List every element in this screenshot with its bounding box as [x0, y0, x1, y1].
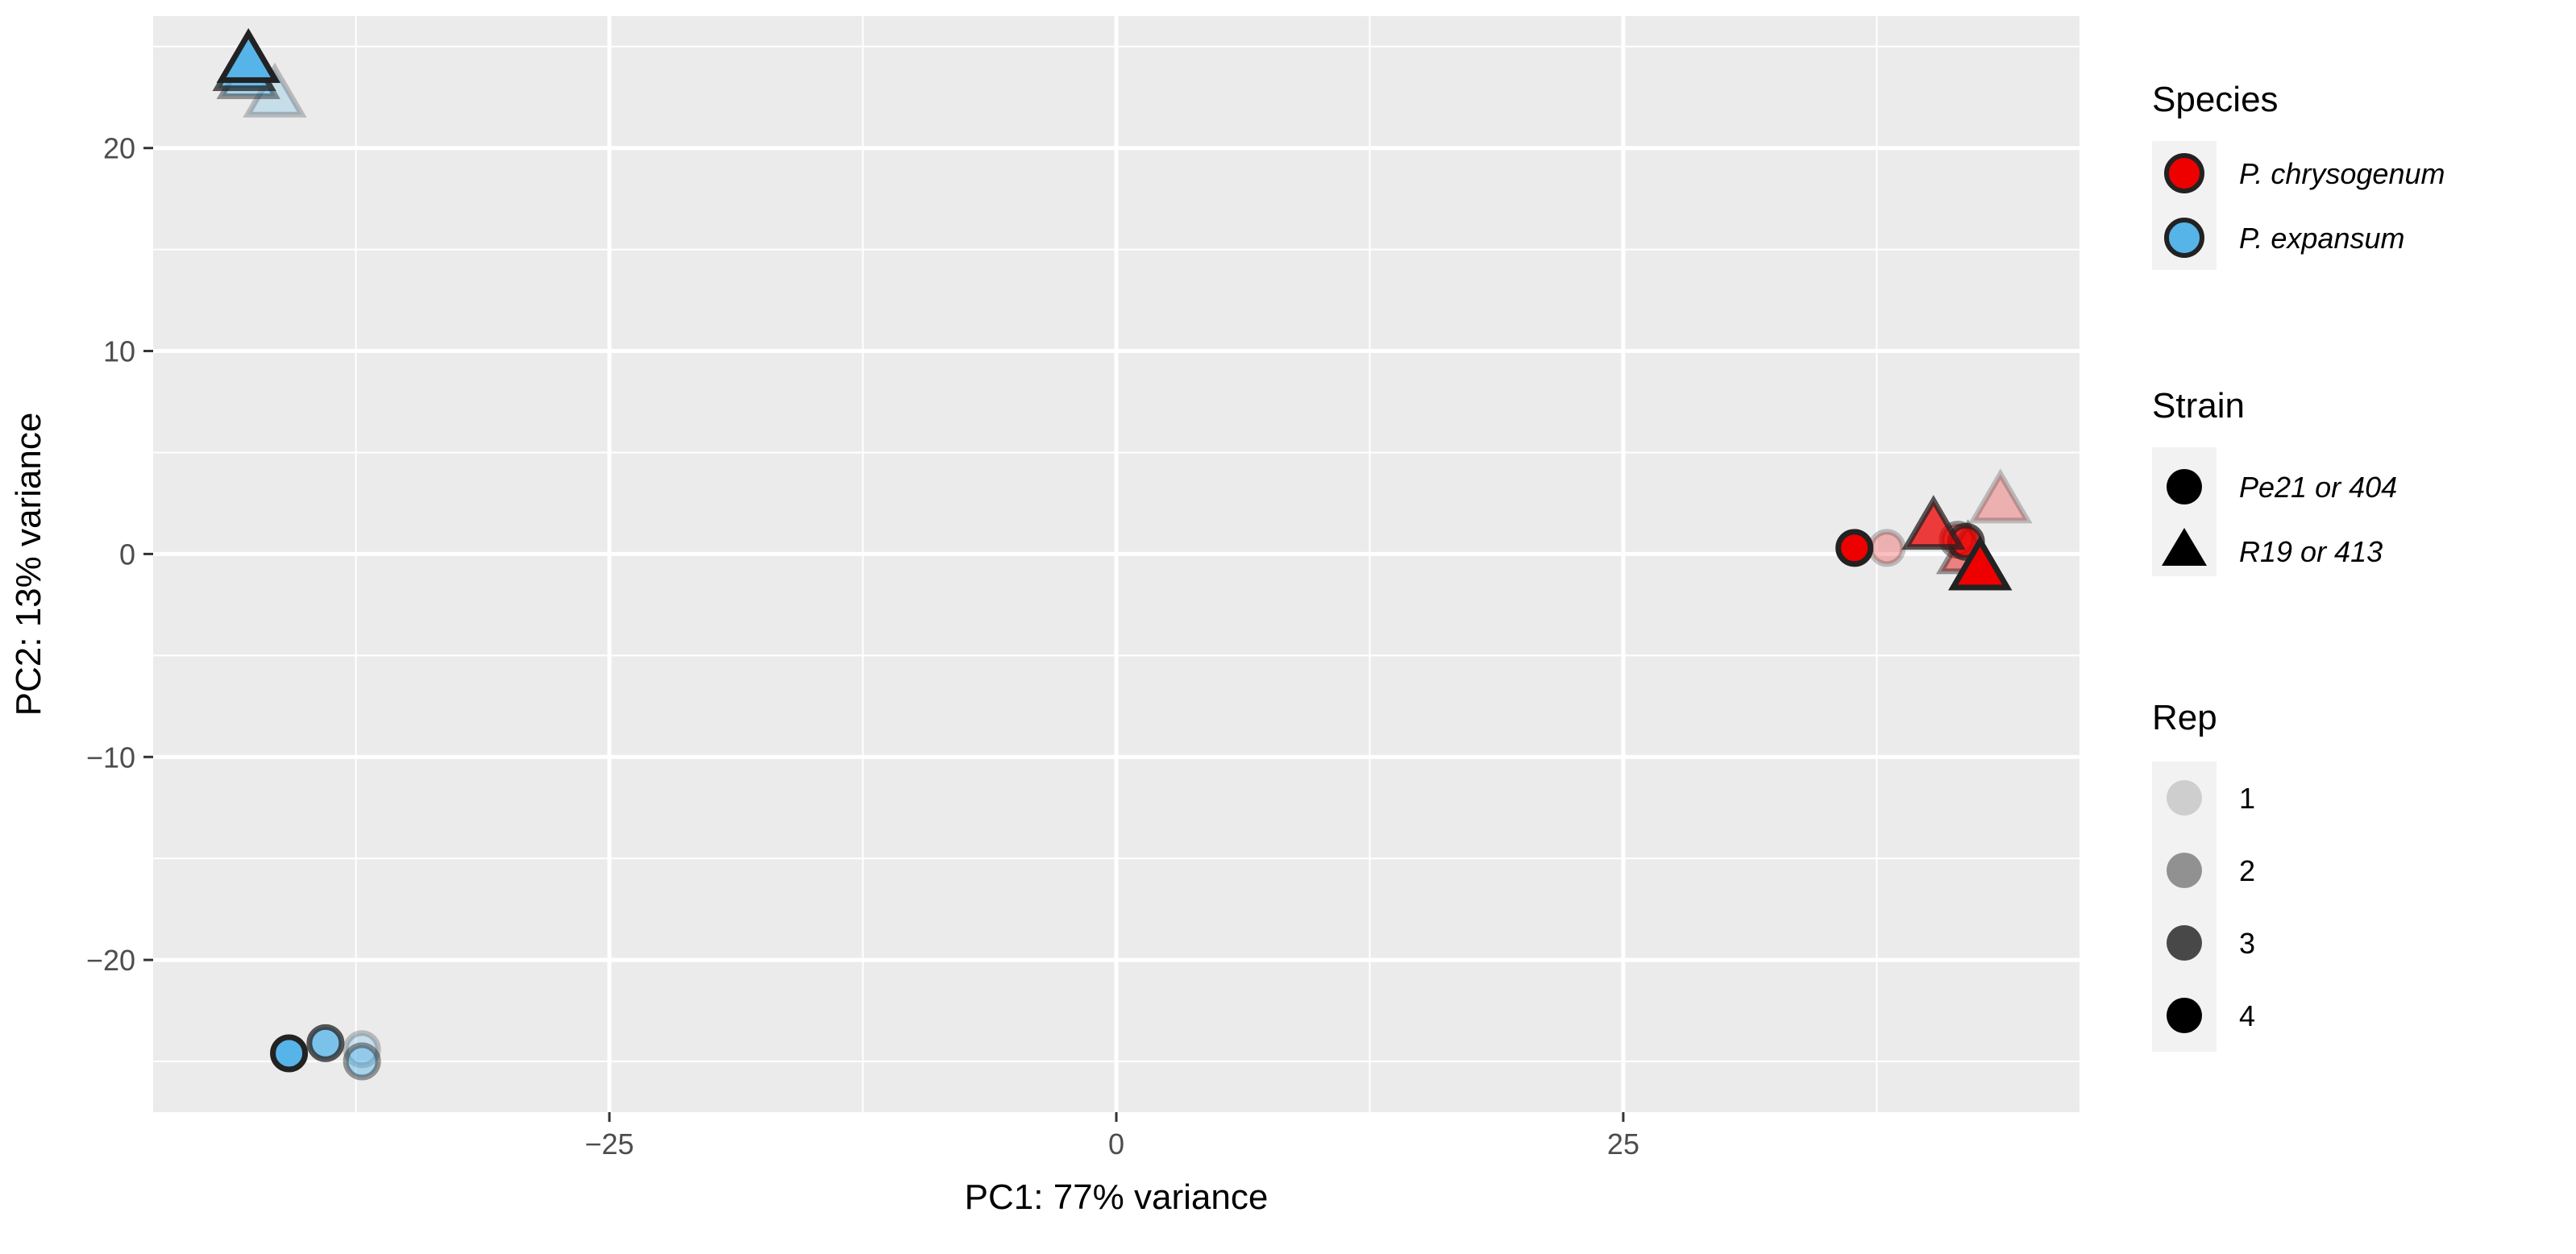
x-tick-label: 0 [1108, 1127, 1124, 1161]
legend-strain-triangle [2162, 528, 2207, 566]
legend-rep-swatch-3 [2167, 925, 2202, 961]
y-axis-title: PC2: 13% variance [9, 413, 48, 716]
data-point-circle [270, 1034, 309, 1073]
data-point-triangle [216, 27, 280, 83]
y-tick-label: −10 [86, 741, 135, 774]
legend-rep-label: 1 [2239, 782, 2255, 815]
legend-species-swatch-expansum [2164, 218, 2204, 258]
data-point-triangle [1948, 535, 2013, 591]
data-point-circle [1835, 529, 1874, 567]
x-axis-title: PC1: 77% variance [965, 1177, 1269, 1217]
legend-species-swatch-chrysogenum [2164, 153, 2204, 193]
data-point-triangle [1968, 468, 2033, 524]
legend-species: Species P. chrysogenum P. expansum [2152, 80, 2445, 270]
y-axis: −20 −10 0 10 20 [86, 132, 153, 977]
legend-strain-label: R19 or 413 [2239, 535, 2383, 568]
legend-rep-title: Rep [2152, 698, 2217, 737]
major-gridlines [153, 16, 2079, 1112]
legend-species-title: Species [2152, 80, 2279, 119]
data-point-triangle [243, 62, 307, 118]
x-tick-label: 25 [1607, 1127, 1639, 1161]
legend-strain-title: Strain [2152, 386, 2245, 426]
x-axis: −25 0 25 [585, 1112, 1639, 1161]
x-tick-label: −25 [585, 1127, 634, 1161]
legend-species-label: P. chrysogenum [2239, 157, 2445, 190]
legend-rep-label: 3 [2239, 927, 2255, 960]
data-point-circle [343, 1042, 381, 1081]
legend-rep-label: 4 [2239, 999, 2255, 1032]
legend-rep-swatch-2 [2167, 853, 2202, 888]
legend-strain-circle [2167, 469, 2202, 505]
y-tick-label: 10 [103, 335, 135, 368]
data-point-circle [343, 1030, 381, 1069]
legend-rep-swatch-4 [2167, 998, 2202, 1033]
y-tick-label: 20 [103, 132, 135, 165]
legend-rep: Rep 1 2 3 4 [2152, 698, 2255, 1052]
legend-strain-label: Pe21 or 404 [2239, 471, 2397, 504]
y-tick-label: 0 [119, 538, 135, 571]
legend-species-label: P. expansum [2239, 222, 2404, 255]
data-point-circle [1868, 529, 1906, 567]
y-tick-label: −20 [86, 944, 135, 977]
data-point-triangle [1901, 495, 1966, 550]
data-points [212, 27, 2033, 1081]
data-point-circle [306, 1024, 345, 1062]
legend-rep-swatch-1 [2167, 780, 2202, 816]
legend-strain: Strain Pe21 or 404 R19 or 413 [2152, 386, 2397, 576]
legend-rep-label: 2 [2239, 854, 2255, 887]
